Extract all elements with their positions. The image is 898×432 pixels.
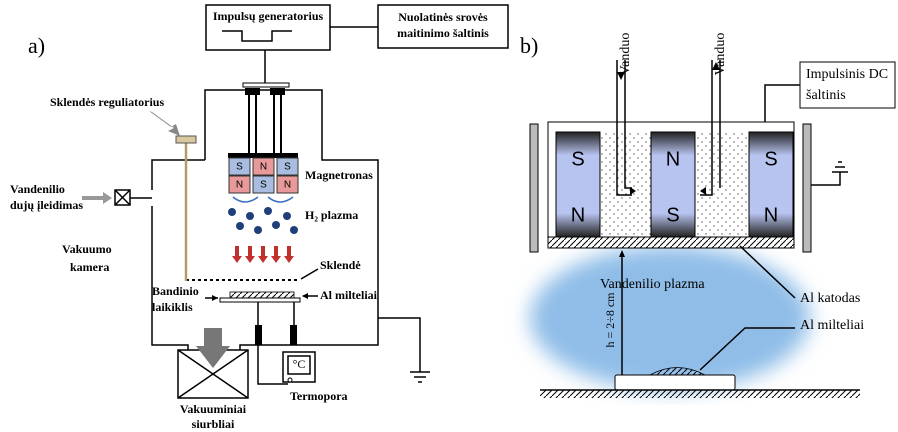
power-label: Nuolatinės srovės [398, 10, 488, 24]
feedthrough [245, 88, 260, 95]
pole-label: N [666, 148, 680, 170]
pulse-wave [222, 31, 292, 41]
shape [271, 246, 281, 263]
arrow [149, 111, 180, 136]
support [290, 325, 297, 345]
target-plate [228, 153, 298, 158]
plasma-label: H₂ plazma [305, 208, 358, 222]
pole-label: S [764, 148, 777, 170]
sample-holder [615, 375, 735, 390]
pole-label: S [260, 180, 267, 191]
arrow [196, 328, 230, 368]
dc-source-label: šaltinis [806, 88, 846, 103]
support [255, 325, 262, 345]
gas-label: dujų įleidimas [10, 198, 83, 212]
thermocouple-label: Termopora [290, 389, 348, 403]
shape [232, 246, 242, 263]
cathode-label: Al katodas [800, 291, 860, 306]
powder [230, 292, 294, 298]
pole-label: N [236, 180, 243, 191]
holder-label: Bandinio [152, 284, 199, 298]
panel-label: b) [520, 33, 538, 58]
powder-label: Al milteliai [320, 288, 378, 302]
side-wall [803, 124, 811, 252]
magnetron-label: Magnetronas [305, 168, 373, 182]
field-line [233, 197, 293, 202]
pole-label: S [571, 148, 584, 170]
electrode [249, 88, 281, 158]
shape [288, 378, 292, 382]
dc-source-label: Impulsinis DC [806, 67, 888, 82]
floor [540, 390, 860, 398]
feedthrough [270, 88, 285, 95]
holder-label: laikiklis [152, 300, 193, 314]
valve-knob [176, 136, 196, 143]
diagram: a) Impulsų generatorius Nuolatinės srovė… [0, 0, 898, 432]
gas-label: Vandenilio [10, 182, 65, 196]
panel-a: a) Impulsų generatorius Nuolatinės srovė… [10, 5, 508, 431]
pumps-label: siurbliai [192, 417, 235, 431]
shape [284, 246, 294, 263]
pole-label: N [571, 204, 585, 226]
generator-label: Impulsų generatorius [213, 9, 324, 23]
plasma-particles [228, 207, 298, 234]
thermometer-label: °C [293, 357, 306, 371]
power-label: maitinimo šaltinis [397, 26, 489, 40]
shape [272, 221, 280, 229]
ion-arrows [232, 246, 294, 263]
water-label: Vanduo [713, 33, 728, 76]
shape [258, 302, 294, 325]
shape [301, 269, 318, 279]
chamber-label: kamera [70, 260, 109, 274]
pole-label: N [764, 204, 778, 226]
cathode [548, 237, 794, 248]
shape [283, 212, 291, 220]
pole-label: S [284, 162, 291, 173]
pole-label: N [260, 162, 267, 173]
regulator-label: Sklendės reguliatorius [50, 95, 164, 109]
panel-label: a) [28, 33, 45, 58]
flange [243, 83, 289, 87]
pole-label: S [666, 204, 679, 226]
ground [378, 318, 430, 382]
pole-label: S [236, 162, 243, 173]
powder-label: Al milteliai [800, 318, 864, 333]
shape [258, 246, 268, 263]
distance-label: h = 2÷8 cm [603, 292, 617, 348]
shape [254, 226, 262, 234]
sample-holder [220, 298, 300, 302]
shape [236, 222, 244, 230]
arrow [82, 192, 112, 204]
pole-label: N [284, 180, 291, 191]
shape [228, 208, 236, 216]
side-wall [530, 124, 538, 252]
shape [245, 246, 255, 263]
shape [264, 207, 272, 215]
shape [212, 295, 218, 301]
magnets: S N N S S N [556, 132, 793, 237]
wire [265, 27, 378, 84]
shape [302, 293, 308, 299]
plasma-label: Vandenilio plazma [600, 277, 705, 292]
chamber-label: Vakuumo [62, 242, 112, 256]
shape [115, 190, 152, 205]
shape [290, 226, 298, 234]
water-label: Vanduo [618, 33, 633, 76]
panel-b: b) S N N S S N Vanduo Vanduo Impulsinis DC ša… [520, 33, 895, 398]
shape [246, 212, 254, 220]
shutter-label: Sklendė [320, 258, 361, 272]
pumps-label: Vakuuminiai [180, 402, 247, 416]
